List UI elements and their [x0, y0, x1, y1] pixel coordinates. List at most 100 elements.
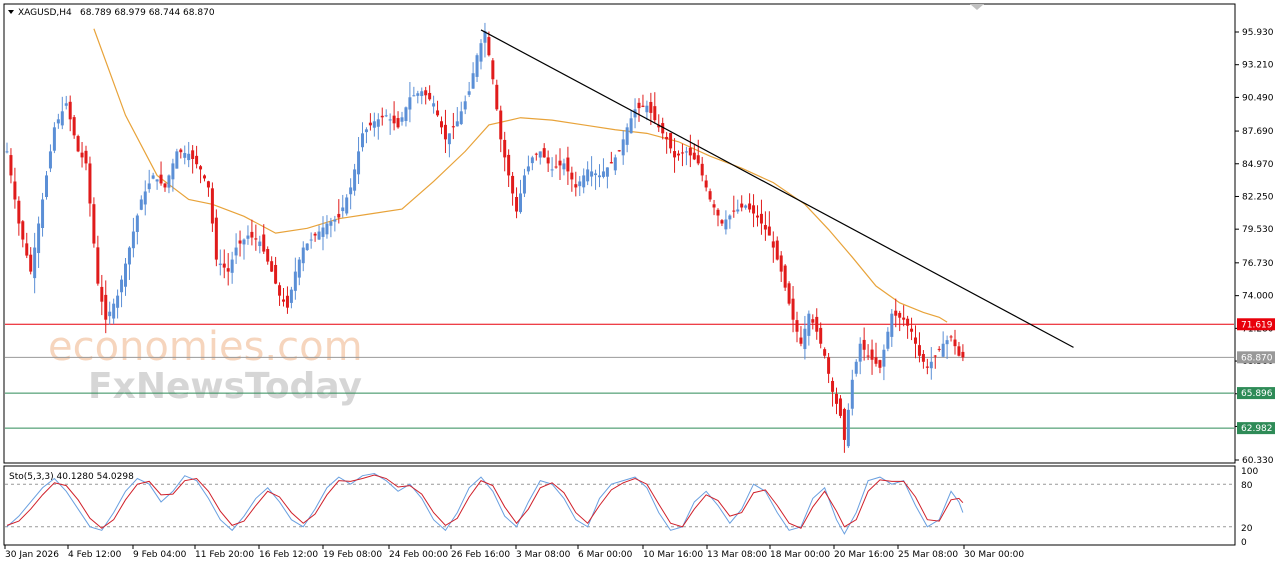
price-tick-label: 60.330: [1242, 456, 1274, 466]
price-tick-label: 79.530: [1242, 225, 1274, 235]
ohlc-header: 68.789 68.979 68.744 68.870: [80, 8, 215, 18]
candle-body: [139, 199, 143, 210]
candle-body: [392, 115, 396, 124]
candle-body: [613, 157, 617, 171]
candle-body: [842, 409, 846, 440]
candle-body: [507, 154, 511, 176]
candle-body: [586, 169, 590, 182]
candle-body: [368, 122, 372, 126]
candle-body: [783, 265, 787, 288]
candle-body: [680, 152, 684, 154]
candle-body: [925, 366, 929, 368]
candle-body: [621, 139, 625, 156]
candle-body: [333, 219, 337, 222]
candle-body: [862, 339, 866, 350]
time-tick-label: 26 Feb 16:00: [451, 550, 510, 560]
candle-body: [858, 343, 862, 362]
time-tick-label: 10 Mar 16:00: [643, 550, 703, 560]
time-tick-label: 30 Mar 00:00: [964, 550, 1024, 560]
trendline-segment: [480, 29, 1074, 348]
candle-body: [637, 102, 641, 109]
candle-body: [933, 355, 937, 357]
time-tick-label: 11 Feb 20:00: [195, 550, 254, 560]
candle-body: [116, 295, 120, 308]
candle-body: [795, 320, 799, 332]
price-tick-label: 90.490: [1242, 93, 1274, 103]
candle-body: [13, 181, 17, 200]
candle-body: [155, 179, 159, 182]
candle-body: [752, 205, 756, 214]
candle-body: [728, 215, 732, 220]
candle-body: [846, 409, 850, 447]
candle-body: [803, 328, 807, 350]
trendline[interactable]: [480, 29, 1074, 348]
symbol-menu-icon[interactable]: [8, 10, 14, 14]
candle-body: [704, 180, 708, 188]
candle-body: [321, 227, 325, 237]
candle-body: [214, 217, 218, 260]
candle-body: [878, 360, 882, 368]
candle-body: [692, 152, 696, 160]
candle-body: [451, 126, 455, 128]
time-tick-label: 3 Mar 08:00: [516, 550, 571, 560]
candle-body: [566, 157, 570, 172]
candle-body: [68, 101, 72, 120]
candle-body: [941, 343, 945, 357]
candle-body: [503, 139, 507, 158]
candle-body: [124, 263, 127, 287]
candle-body: [424, 90, 428, 96]
candle-body: [353, 169, 357, 191]
candle-body: [641, 105, 645, 107]
candle-body: [274, 264, 278, 284]
time-tick-label: 9 Feb 04:00: [133, 550, 187, 560]
candle-body: [329, 221, 333, 226]
candle-body: [447, 133, 451, 145]
candle-body: [412, 95, 416, 97]
candle-body: [80, 152, 84, 158]
candle-body: [195, 155, 199, 165]
stochastic: 100 80 20 0: [5, 467, 1258, 548]
candle-body: [278, 285, 282, 296]
time-tick-label: 30 Jan 2026: [5, 550, 59, 560]
candle-body: [625, 127, 629, 145]
indicator-panel[interactable]: [3, 465, 1236, 546]
candle-body: [112, 303, 116, 319]
candle-body: [293, 271, 297, 291]
candle-body: [748, 203, 752, 210]
main-panel[interactable]: [3, 3, 1236, 464]
candle-body: [183, 152, 187, 158]
time-axis: 30 Jan 2026 4 Feb 12:00 9 Feb 04:00 11 Feb …: [4, 545, 1024, 560]
moving-average: [93, 28, 948, 323]
candle-body: [665, 136, 669, 140]
candle-body: [669, 132, 673, 149]
scroll-marker-icon[interactable]: [970, 4, 984, 10]
candle-body: [250, 231, 254, 238]
candle-body: [629, 118, 633, 134]
price-tick-label: 76.730: [1242, 259, 1274, 269]
candle-body: [76, 136, 80, 152]
candle-body: [420, 91, 424, 97]
candle-body: [598, 175, 601, 178]
stochastic-label: Sto(5,3,3) 40.1280 54.0298: [9, 472, 134, 482]
candle-body: [258, 241, 262, 247]
candle-body: [910, 328, 914, 332]
candle-body: [305, 243, 309, 251]
candle-body: [538, 151, 542, 158]
time-tick-label: 6 Mar 00:00: [578, 550, 633, 560]
level-tag: [1237, 387, 1275, 400]
candle-body: [9, 155, 13, 176]
candle-body: [542, 148, 546, 158]
time-tick-label: 19 Feb 08:00: [323, 550, 382, 560]
candle-body: [601, 171, 605, 177]
candle-body: [594, 173, 598, 176]
candle-body: [29, 254, 33, 272]
candle-body: [171, 163, 175, 180]
level-tag: [1237, 351, 1275, 364]
level-tag-label: 71.619: [1241, 320, 1273, 330]
candle-body: [104, 294, 108, 320]
candle-body: [929, 361, 933, 369]
candle-body: [534, 153, 538, 155]
candle-body: [546, 157, 550, 164]
candle-body: [254, 238, 258, 240]
